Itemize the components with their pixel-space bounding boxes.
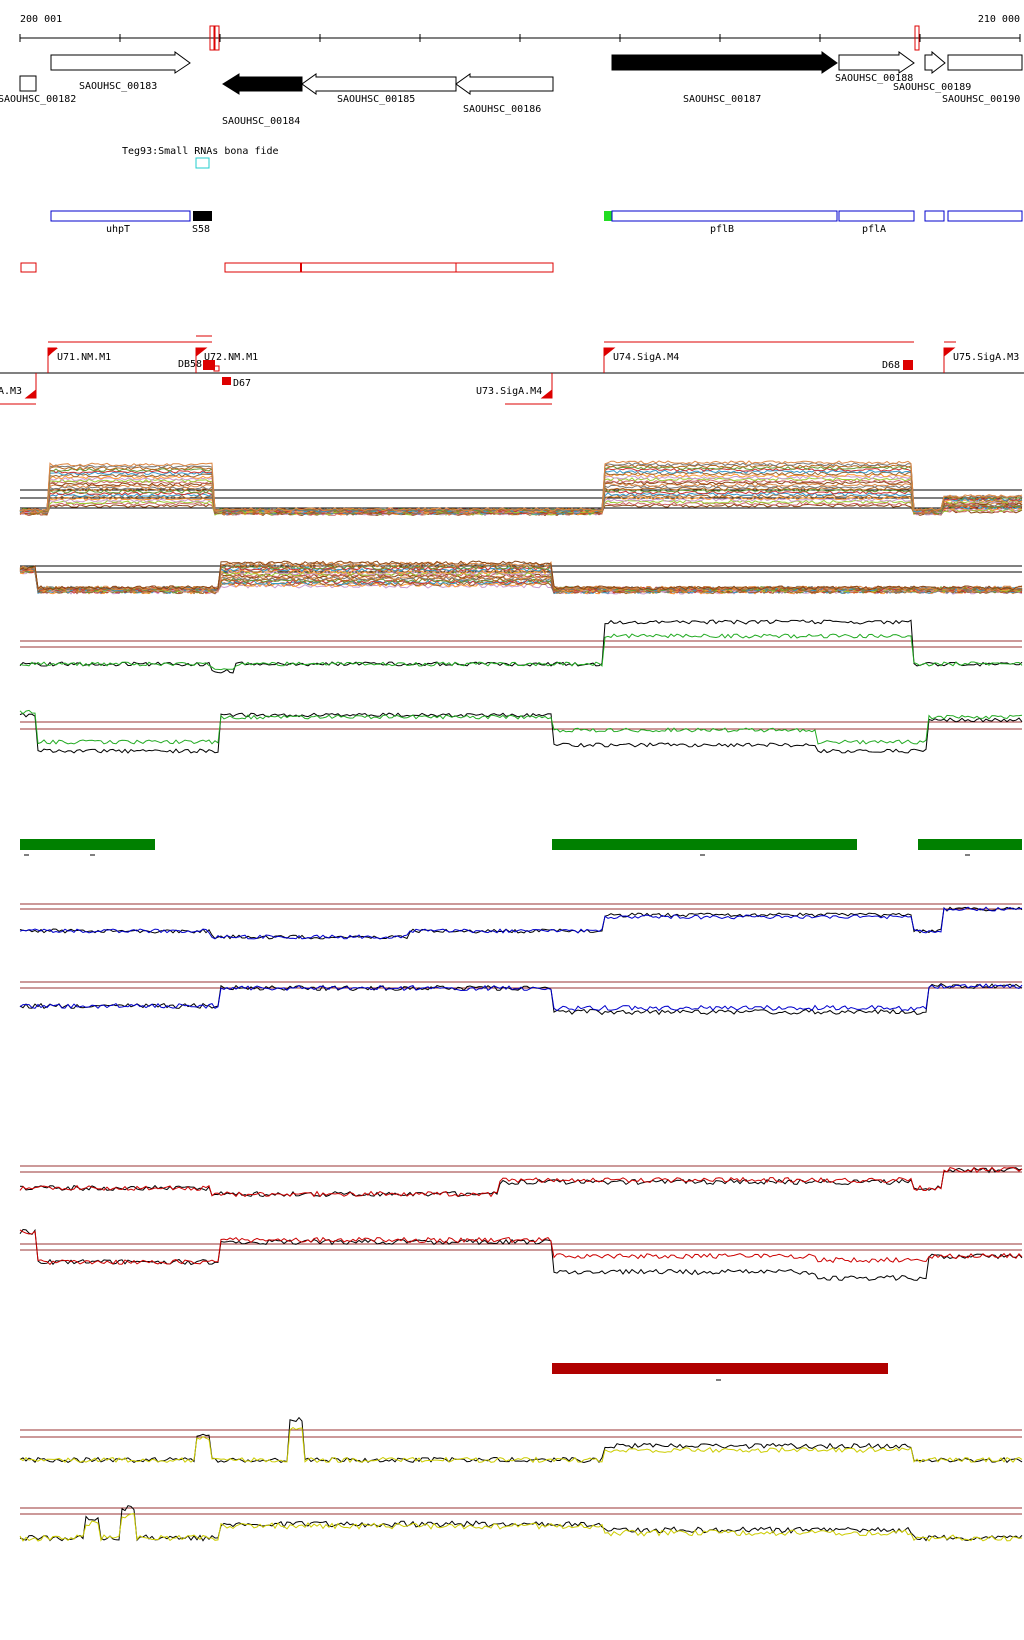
- gene-SAOUHSC_00182[interactable]: [19, 75, 37, 92]
- expression-profile: [19, 619, 1023, 674]
- operon-box[interactable]: [20, 262, 37, 273]
- gene-label: SAOUHSC_00190: [942, 94, 1020, 105]
- condition-profile: [19, 460, 1023, 512]
- expression-profile: [19, 906, 1023, 940]
- tu-label-U74: U74.SigA.M4: [613, 352, 679, 363]
- annotation-label: pflA: [862, 224, 886, 235]
- annotation-label: pflB: [710, 224, 734, 235]
- condition-profile: [19, 560, 1023, 591]
- gene-label: SAOUHSC_00184: [222, 116, 300, 127]
- segment-bar-green[interactable]: [918, 839, 1022, 850]
- segment-bar-green[interactable]: [20, 839, 155, 850]
- gene-label: SAOUHSC_00183: [79, 81, 157, 92]
- expression-tracks: [19, 460, 1023, 1542]
- coordinate-ruler: 200 001 210 000: [19, 14, 1021, 51]
- expression-profile: [19, 983, 1023, 1012]
- operon-box[interactable]: [224, 262, 554, 273]
- annotation-label: uhpT: [106, 224, 130, 235]
- marker-label-DB58: DB58: [178, 359, 202, 370]
- gene-label: SAOUHSC_00187: [683, 94, 761, 105]
- ruler-end-label: 210 000: [978, 14, 1020, 25]
- expression-profile: [19, 1512, 1023, 1542]
- annotation-pflB[interactable]: [611, 210, 838, 222]
- gene-label: SAOUHSC_00189: [893, 82, 971, 93]
- gene-label: SAOUHSC_00185: [337, 94, 415, 105]
- annotation-track: uhpT S58 pflB pflA: [50, 210, 1023, 235]
- annotation-S58[interactable]: [193, 211, 212, 221]
- condition-profile: [19, 490, 1023, 515]
- tu-label-U71: U71.NM.M1: [57, 352, 111, 363]
- operon-track: [20, 262, 554, 273]
- marker-label-D67: D67: [233, 378, 251, 389]
- segment-bars: [20, 839, 1022, 1381]
- expression-profile: [19, 1166, 1023, 1198]
- tu-label-U75: U75.SigA.M3: [953, 352, 1019, 363]
- genes-track: SAOUHSC_00182 SAOUHSC_00183 SAOUHSC_0018…: [0, 50, 1023, 127]
- condition-profile: [19, 492, 1023, 515]
- condition-profile: [20, 480, 1023, 514]
- condition-profile: [19, 469, 1023, 513]
- condition-profile: [19, 561, 1023, 591]
- transcription-unit-track: U71.NM.M1 U72.NM.M1 U74.SigA.M4 U75.SigA…: [0, 335, 1024, 405]
- gene-SAOUHSC_00185[interactable]: [301, 73, 457, 95]
- tu-label-U73: U73.SigA.M4: [476, 386, 542, 397]
- gene-SAOUHSC_00183[interactable]: [50, 51, 191, 74]
- condition-profile: [19, 562, 1023, 591]
- annotation-label: S58: [192, 224, 210, 235]
- gene-SAOUHSC_00190[interactable]: [947, 54, 1023, 71]
- annotation-uhpT[interactable]: [50, 210, 191, 222]
- marker-label-D68: D68: [882, 360, 900, 371]
- expression-profile: [19, 1416, 1023, 1464]
- expression-profile: [19, 1426, 1023, 1464]
- segment-bar-green[interactable]: [552, 839, 857, 850]
- expression-profile: [19, 633, 1023, 671]
- condition-profile: [19, 568, 1023, 593]
- gene-label: SAOUHSC_00182: [0, 94, 76, 105]
- ruler-start-label: 200 001: [20, 14, 62, 25]
- expression-profile: [19, 1229, 1023, 1266]
- expression-profile: [19, 1166, 1023, 1198]
- expression-profile: [19, 906, 1023, 940]
- gene-SAOUHSC_00188[interactable]: [838, 51, 915, 74]
- gene-SAOUHSC_00184[interactable]: [222, 73, 303, 95]
- condition-profile: [19, 465, 1023, 513]
- annotation-pflA[interactable]: [838, 210, 915, 222]
- tu-label-AM3: A.M3: [0, 386, 22, 397]
- small-rna-track: Teg93:Small RNAs bona fide: [122, 146, 279, 169]
- small-rna-track-label: Teg93:Small RNAs bona fide: [122, 146, 279, 157]
- expression-profile: [19, 1228, 1023, 1281]
- condition-profile: [19, 464, 1023, 512]
- gene-label: SAOUHSC_00188: [835, 73, 913, 84]
- expression-profile: [19, 709, 1023, 745]
- tu-label-U72: U72.NM.M1: [204, 352, 258, 363]
- expression-profile: [19, 1505, 1023, 1542]
- gene-SAOUHSC_00189[interactable]: [924, 50, 946, 75]
- segment-bar-red[interactable]: [552, 1363, 888, 1374]
- gene-SAOUHSC_00186[interactable]: [455, 73, 554, 95]
- gene-label: SAOUHSC_00186: [463, 104, 541, 115]
- gene-SAOUHSC_00187[interactable]: [611, 51, 838, 74]
- expression-profile: [19, 712, 1023, 754]
- small-rna-feature[interactable]: [195, 157, 210, 169]
